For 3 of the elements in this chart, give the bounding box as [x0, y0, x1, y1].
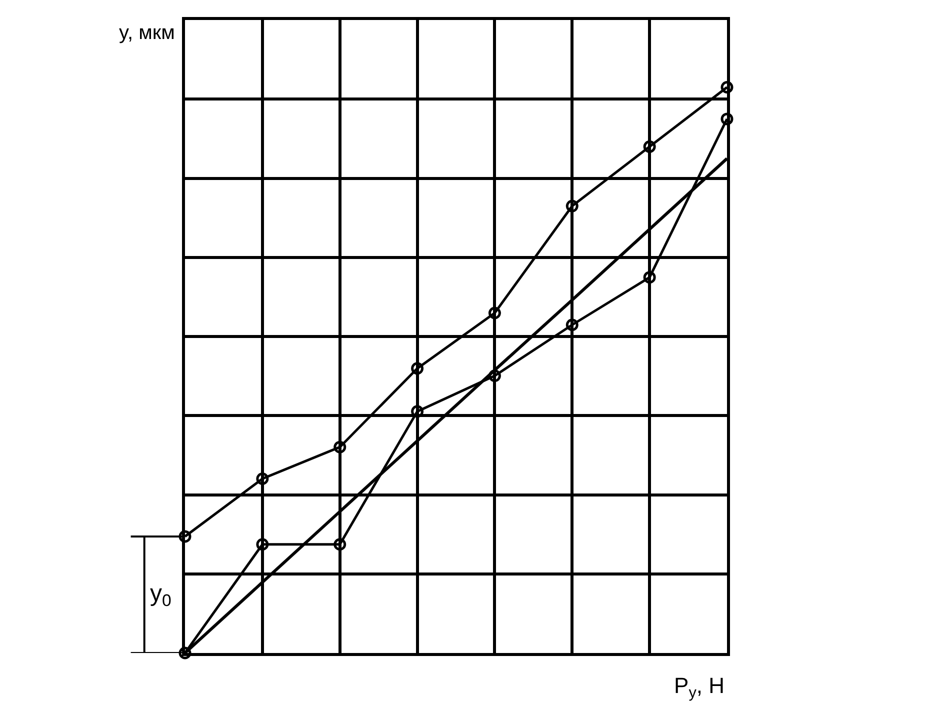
- y-axis-title: y, мкм: [119, 22, 175, 44]
- text: y$_{0}$: [150, 580, 172, 610]
- x-axis-title: P$_{у}$, Н: [674, 673, 725, 702]
